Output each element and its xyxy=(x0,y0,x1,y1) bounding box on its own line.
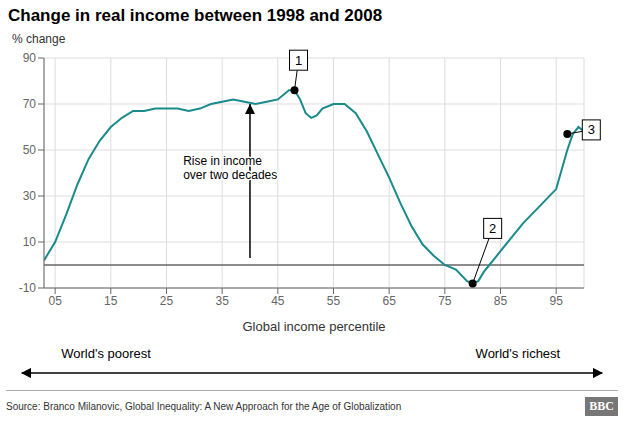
svg-text:World's poorest: World's poorest xyxy=(61,346,151,361)
svg-text:50: 50 xyxy=(23,143,37,157)
svg-text:2: 2 xyxy=(489,221,496,236)
svg-text:30: 30 xyxy=(23,189,37,203)
svg-text:45: 45 xyxy=(271,294,285,308)
svg-text:05: 05 xyxy=(48,294,62,308)
svg-text:10: 10 xyxy=(23,235,37,249)
svg-text:Global income percentile: Global income percentile xyxy=(242,319,385,334)
svg-text:95: 95 xyxy=(549,294,563,308)
svg-text:3: 3 xyxy=(588,122,595,137)
svg-text:55: 55 xyxy=(327,294,341,308)
svg-text:-10: -10 xyxy=(19,281,37,295)
svg-text:15: 15 xyxy=(104,294,118,308)
html-text:Source: Branco Milanovic, Glob: Source: Branco Milanovic, Global Inequal… xyxy=(6,401,402,412)
svg-text:70: 70 xyxy=(23,97,37,111)
svg-text:90: 90 xyxy=(23,51,37,65)
svg-text:35: 35 xyxy=(215,294,229,308)
svg-text:75: 75 xyxy=(438,294,452,308)
svg-text:Rise in incomeover two decades: Rise in incomeover two decades xyxy=(183,154,277,182)
svg-text:85: 85 xyxy=(494,294,508,308)
svg-text:World's richest: World's richest xyxy=(476,346,561,361)
svg-text:1: 1 xyxy=(295,53,302,68)
svg-text:65: 65 xyxy=(382,294,396,308)
svg-text:25: 25 xyxy=(160,294,174,308)
html-text:% change: % change xyxy=(12,32,66,46)
html-text:Change in real income between: Change in real income between 1998 and 2… xyxy=(8,6,383,25)
html-text:BBC: BBC xyxy=(589,399,614,413)
